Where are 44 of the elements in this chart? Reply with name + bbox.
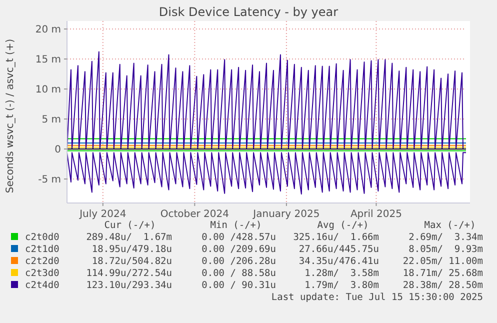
text: 1.79m/ 3.80m xyxy=(304,280,380,291)
y-tick-label: 5 m xyxy=(42,114,61,126)
line-series xyxy=(66,51,466,150)
text: 325.16u/ 1.66m xyxy=(293,232,380,243)
y-tick-label: 10 m xyxy=(35,84,61,96)
text: 0.00 /209.69u xyxy=(202,244,276,255)
x-tick-label: October 2024 xyxy=(160,209,230,220)
x-tick-label: July 2024 xyxy=(78,209,126,220)
x-tick-label: January 2025 xyxy=(252,209,320,220)
line-series xyxy=(66,152,466,194)
text: 18.71m/ 25.68m xyxy=(402,268,484,279)
text: 0.00 /428.57u xyxy=(202,232,276,243)
legend-label: c2t1d0 xyxy=(25,244,60,255)
text: Max (-/+) xyxy=(424,220,476,231)
text: 114.99u/272.54u xyxy=(86,268,172,279)
y-tick-label: 20 m xyxy=(35,24,61,36)
legend-label: c2t0d0 xyxy=(25,232,60,243)
text: 123.10u/293.34u xyxy=(86,280,172,291)
text: 34.35u/476.41u xyxy=(298,256,379,267)
text: 1.28m/ 3.58m xyxy=(304,268,380,279)
text: 0.00 / 88.58u xyxy=(202,268,276,279)
text: 18.72u/504.82u xyxy=(92,256,172,267)
legend-label: c2t2d0 xyxy=(25,256,60,267)
x-tick-label: April 2025 xyxy=(350,209,402,220)
text: Avg (-/+) xyxy=(317,220,369,231)
y-axis-title: Seconds wsvc_t (-) / asvc_t (+) xyxy=(5,38,16,194)
text: Last update: Tue Jul 15 15:30:00 2025 xyxy=(271,292,483,303)
text: 0.00 /206.28u xyxy=(202,256,276,267)
legend-label: c2t4d0 xyxy=(25,280,60,291)
text: 22.05m/ 11.00m xyxy=(402,256,484,267)
chart-title: Disk Device Latency - by year xyxy=(158,5,338,19)
text: 27.66u/445.75u xyxy=(298,244,379,255)
text: 2.69m/ 3.34m xyxy=(408,232,484,243)
y-tick-label: 15 m xyxy=(35,54,61,66)
text: Min (-/+) xyxy=(210,220,262,231)
text: 8.05m/ 9.93m xyxy=(408,244,484,255)
text: 28.38m/ 28.50m xyxy=(402,280,484,291)
text: 18.95u/479.18u xyxy=(92,244,172,255)
text: 289.48u/ 1.67m xyxy=(86,232,172,243)
text: Cur (-/+) xyxy=(104,220,156,231)
text: 0.00 / 90.31u xyxy=(202,280,276,291)
y-tick-label: 0 xyxy=(54,144,61,156)
legend-label: c2t3d0 xyxy=(25,268,60,279)
y-tick-label: -5 m xyxy=(38,174,61,186)
